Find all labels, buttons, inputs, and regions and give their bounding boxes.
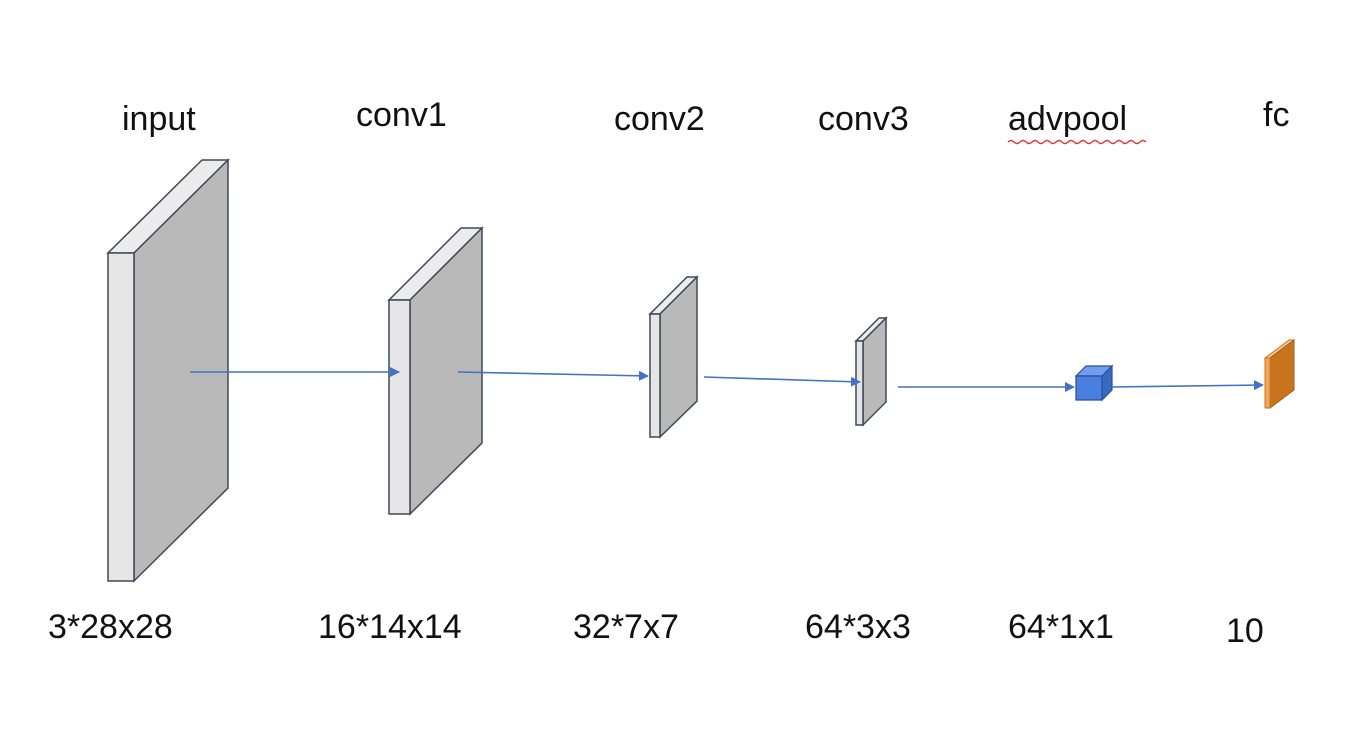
block-fc (1263, 339, 1296, 409)
block-fc-front (1264, 357, 1271, 409)
block-conv1 (387, 226, 484, 516)
block-fc-side (1269, 339, 1295, 409)
shape-conv3: 64*3x3 (805, 608, 911, 646)
block-advpool-front (1075, 375, 1103, 401)
label-input: input (122, 100, 196, 138)
block-conv3-front (855, 340, 864, 426)
shape-conv2: 32*7x7 (573, 608, 679, 646)
layer-shape-labels: 3*28x28 16*14x14 32*7x7 64*3x3 64*1x1 10 (48, 608, 1264, 650)
layer-name-labels: input conv1 conv2 conv3 advpool fc (122, 96, 1289, 145)
arrow-advpool-to-fc (1111, 380, 1264, 391)
arrow-conv2-to-conv3 (703, 376, 861, 387)
label-conv2: conv2 (614, 100, 705, 138)
label-fc: fc (1263, 96, 1289, 134)
block-input-front (107, 252, 135, 582)
label-advpool: advpool (1008, 100, 1127, 138)
arrow-conv1-to-conv2 (457, 370, 649, 381)
shape-input: 3*28x28 (48, 608, 173, 646)
label-conv1: conv1 (356, 96, 447, 134)
block-conv2-front (649, 313, 661, 438)
block-conv2 (648, 275, 699, 439)
shape-advpool: 64*1x1 (1008, 608, 1114, 646)
block-advpool (1074, 364, 1114, 402)
spellcheck-underline (1007, 139, 1147, 145)
block-conv1-front (388, 299, 411, 515)
block-input (106, 158, 230, 583)
shape-fc: 10 (1226, 612, 1264, 650)
label-conv3: conv3 (818, 100, 909, 138)
flow-arrows (190, 367, 1264, 392)
shape-conv1: 16*14x14 (318, 608, 462, 646)
block-conv3 (854, 316, 888, 427)
